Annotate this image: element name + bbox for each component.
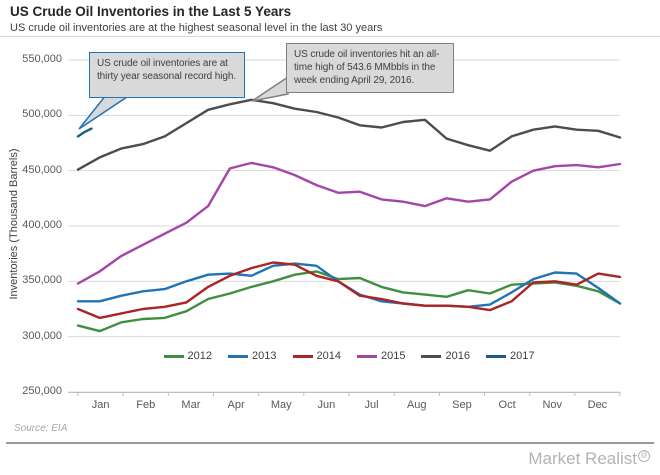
legend-swatch (485, 354, 506, 358)
series-line-2016 (76, 98, 622, 171)
legend-label: 2013 (252, 350, 277, 362)
y-tick-label: 350,000 (22, 274, 62, 287)
chart-legend: 2012 2013 2014 2015 2016 2017 (78, 350, 620, 362)
legend-item-2017: 2017 (485, 350, 535, 362)
series-line-2014 (76, 261, 622, 320)
x-tick-label: Feb (136, 399, 156, 411)
x-tick-label: Mar (181, 399, 201, 411)
footer-divider (6, 442, 654, 444)
x-tick-label: Oct (498, 399, 516, 411)
y-tick-label: 500,000 (22, 108, 62, 121)
y-tick-label: 250,000 (22, 385, 62, 397)
legend-item-2013: 2013 (228, 350, 277, 362)
page-title: US Crude Oil Inventories in the Last 5 Y… (10, 4, 292, 19)
y-tick-label: 400,000 (22, 219, 62, 231)
legend-label: 2017 (509, 350, 535, 362)
brand-name: Market Realist (528, 449, 637, 468)
x-tick-label: Jul (364, 399, 379, 411)
annotation-2017-record-text: US crude oil inventories are at thirty y… (97, 58, 236, 82)
series-line-2013 (76, 262, 622, 308)
series-line-2012 (76, 270, 622, 333)
legend-swatch (163, 354, 184, 358)
legend-item-2012: 2012 (163, 350, 213, 362)
y-tick-label: 300,000 (22, 329, 62, 342)
x-tick-label: Jun (317, 399, 336, 411)
annotation-2016-high-tail (251, 75, 289, 102)
legend-item-2014: 2014 (292, 350, 341, 362)
annotation-2016-high: US crude oil inventories hit an all-time… (286, 43, 454, 93)
brand-logo: Market Realist @ (528, 449, 650, 469)
legend-label: 2015 (381, 350, 406, 362)
legend-item-2016: 2016 (421, 350, 470, 362)
series-line-2017 (76, 127, 93, 138)
title-divider (0, 36, 660, 37)
legend-label: 2012 (187, 350, 213, 362)
source-note: Source: EIA (14, 423, 68, 434)
legend-swatch (228, 354, 249, 358)
x-tick-label: Apr (227, 399, 245, 411)
legend-label: 2016 (445, 350, 470, 362)
legend-swatch (292, 354, 313, 358)
page-subtitle: US crude oil inventories are at the high… (10, 22, 383, 34)
y-tick-label: 450,000 (22, 163, 62, 176)
x-tick-label: Jan (91, 399, 110, 411)
annotation-2017-record-tail (78, 94, 133, 130)
legend-swatch (421, 354, 442, 358)
annotation-2016-high-text: US crude oil inventories hit an all-time… (294, 49, 440, 86)
legend-item-2015: 2015 (357, 350, 405, 362)
legend-swatch (357, 354, 377, 358)
y-tick-label: 550,000 (22, 53, 62, 65)
legend-label: 2014 (316, 350, 341, 362)
x-tick-label: Dec (587, 399, 608, 411)
magnifier-logo-icon: @ (638, 450, 650, 463)
x-tick-label: Sep (452, 399, 472, 411)
x-tick-label: Aug (406, 399, 427, 411)
annotation-2017-record: US crude oil inventories are at thirty y… (89, 52, 245, 98)
series-line-2015 (76, 161, 622, 285)
x-tick-label: May (270, 399, 292, 411)
x-tick-label: Nov (542, 399, 563, 411)
